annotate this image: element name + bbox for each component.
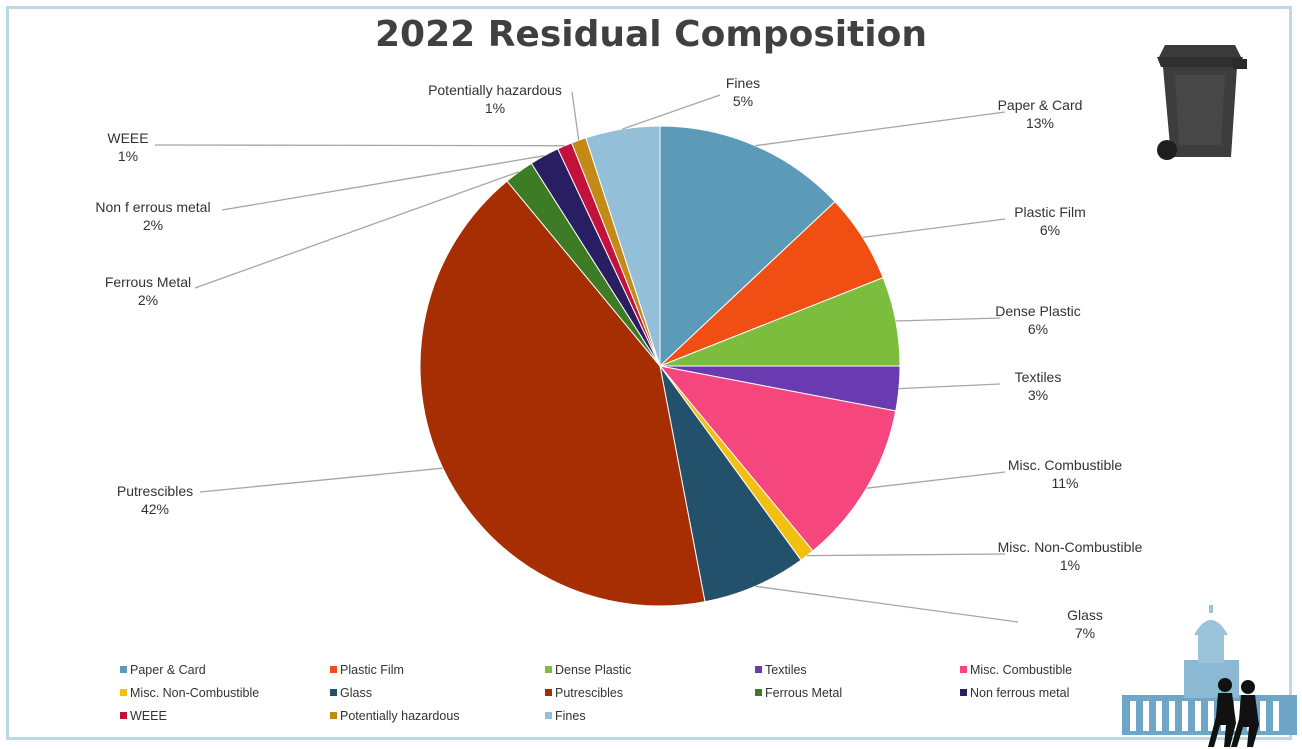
data-label-pct-glass: 7% xyxy=(1075,625,1095,641)
legend-swatch-ferrous-metal xyxy=(755,689,762,696)
leader-line-dense-plastic xyxy=(895,317,1001,322)
data-label-name-fines: Fines xyxy=(726,75,760,91)
data-label-pct-dense-plastic: 6% xyxy=(1028,321,1048,337)
pie-slices xyxy=(419,125,901,607)
legend-label-weee: WEEE xyxy=(130,709,167,723)
legend-swatch-putrescibles xyxy=(545,689,552,696)
legend-swatch-glass xyxy=(330,689,337,696)
leader-line-misc-combustible xyxy=(866,471,1006,489)
leader-line-non-ferrous-metal xyxy=(221,155,545,211)
legend-swatch-weee xyxy=(120,712,127,719)
slice-fines xyxy=(585,125,661,367)
data-label-name-misc-non-combustible: Misc. Non-Combustible xyxy=(998,539,1143,555)
legend-label-misc-combustible: Misc. Combustible xyxy=(970,663,1072,677)
data-label-pct-weee: 1% xyxy=(118,148,138,164)
data-label-name-textiles: Textiles xyxy=(1015,369,1062,385)
data-label-pct-textiles: 3% xyxy=(1028,387,1048,403)
leader-line-potentially-hazardous xyxy=(571,91,580,141)
legend-label-misc-non-combustible: Misc. Non-Combustible xyxy=(130,686,259,700)
legend-swatch-textiles xyxy=(755,666,762,673)
data-label-name-potentially-hazardous: Potentially hazardous xyxy=(428,82,562,98)
legend-swatch-misc-combustible xyxy=(960,666,967,673)
leader-line-ferrous-metal xyxy=(194,171,520,289)
legend-swatch-paper-card xyxy=(120,666,127,673)
data-label-name-weee: WEEE xyxy=(107,130,148,146)
legend-swatch-plastic-film xyxy=(330,666,337,673)
civic-hall-silhouette-logo xyxy=(1122,605,1297,747)
leader-line-paper-card xyxy=(755,111,1006,147)
legend-label-paper-card: Paper & Card xyxy=(130,663,206,677)
data-label-pct-fines: 5% xyxy=(733,93,753,109)
legend-label-fines: Fines xyxy=(555,709,586,723)
chart-frame xyxy=(6,6,1292,740)
data-label-name-glass: Glass xyxy=(1067,607,1103,623)
legend-label-plastic-film: Plastic Film xyxy=(340,663,404,677)
leader-line-plastic-film xyxy=(862,218,1006,239)
data-label-name-paper-card: Paper & Card xyxy=(998,97,1083,113)
data-label-name-plastic-film: Plastic Film xyxy=(1014,204,1086,220)
data-label-pct-paper-card: 13% xyxy=(1026,115,1054,131)
leader-line-glass xyxy=(755,585,1019,623)
leader-line-weee xyxy=(154,144,565,147)
slice-putrescibles xyxy=(419,180,706,607)
chart-title: 2022 Residual Composition xyxy=(374,14,928,55)
legend-label-potentially-hazardous: Potentially hazardous xyxy=(340,709,460,723)
legend-swatch-dense-plastic xyxy=(545,666,552,673)
leader-line-misc-non-combustible xyxy=(807,553,1006,557)
legend-label-dense-plastic: Dense Plastic xyxy=(555,663,631,677)
legend-swatch-non-ferrous-metal xyxy=(960,689,967,696)
data-label-name-putrescibles: Putrescibles xyxy=(117,483,193,499)
leader-line-putrescibles xyxy=(199,467,443,493)
legend-swatch-misc-non-combustible xyxy=(120,689,127,696)
data-label-name-misc-combustible: Misc. Combustible xyxy=(1008,457,1123,473)
data-label-pct-plastic-film: 6% xyxy=(1040,222,1060,238)
data-label-name-non-ferrous-metal: Non f errous metal xyxy=(95,199,210,215)
leader-line-fines xyxy=(622,94,721,130)
wheelie-bin-icon xyxy=(1157,45,1247,160)
data-label-pct-misc-non-combustible: 1% xyxy=(1060,557,1080,573)
slice-misc-combustible xyxy=(658,365,897,552)
legend-label-putrescibles: Putrescibles xyxy=(555,686,623,700)
leader-line-textiles xyxy=(898,383,1001,390)
data-label-pct-non-ferrous-metal: 2% xyxy=(143,217,163,233)
legend-swatch-potentially-hazardous xyxy=(330,712,337,719)
data-label-pct-ferrous-metal: 2% xyxy=(138,292,158,308)
data-label-pct-potentially-hazardous: 1% xyxy=(485,100,505,116)
data-label-pct-putrescibles: 42% xyxy=(141,501,169,517)
slice-glass xyxy=(659,365,802,603)
legend: Paper & Card Plastic Film Dense Plastic Tex… xyxy=(120,663,1072,723)
data-label-pct-misc-combustible: 11% xyxy=(1052,475,1079,491)
legend-label-ferrous-metal: Ferrous Metal xyxy=(765,686,842,700)
data-label-name-ferrous-metal: Ferrous Metal xyxy=(105,274,191,290)
legend-label-glass: Glass xyxy=(340,686,372,700)
data-label-name-dense-plastic: Dense Plastic xyxy=(995,303,1081,319)
legend-label-textiles: Textiles xyxy=(765,663,807,677)
legend-label-non-ferrous-metal: Non ferrous metal xyxy=(970,686,1069,700)
legend-swatch-fines xyxy=(545,712,552,719)
